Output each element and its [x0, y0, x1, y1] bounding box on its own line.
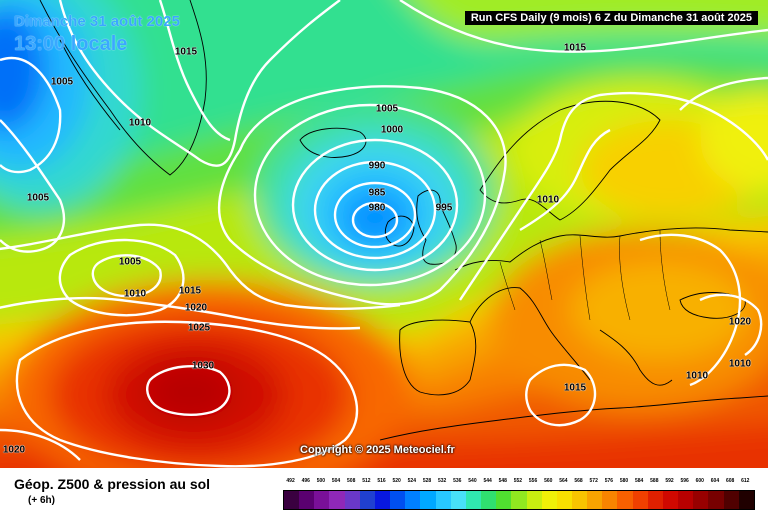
isobar-label: 1025: [187, 322, 211, 334]
legend-tick-label: 548: [498, 478, 507, 484]
run-info-label: Run CFS Daily (9 mois) 6 Z du Dimanche 3…: [464, 11, 758, 25]
isobar-label: 1020: [2, 444, 26, 456]
legend-tick-label: 568: [574, 478, 583, 484]
legend-color-swatch: [481, 491, 497, 509]
geopotential-map-svg: [0, 0, 768, 468]
legend-color-swatch: [617, 491, 633, 509]
legend-color-swatch: [374, 491, 391, 509]
legend-color-swatch: [541, 491, 557, 509]
isobar-label: 1010: [536, 194, 560, 206]
legend-color-swatch: [450, 491, 466, 509]
map-footer: Géop. Z500 & pression au sol (+ 6h) 492 4…: [0, 468, 768, 512]
legend-color-swatch: [359, 491, 375, 509]
legend-color-swatch: [299, 491, 315, 509]
legend-tick-label: 536: [453, 478, 462, 484]
legend-color-swatch: [465, 491, 482, 509]
legend-tick-label: 492: [286, 478, 295, 484]
legend-color-swatch: [602, 491, 618, 509]
isobar-label: 1005: [118, 256, 142, 268]
legend-tick-label: 516: [377, 478, 386, 484]
legend-color-swatch: [420, 491, 436, 509]
legend-labels: 492 496 500 504 508 512 516 520 524 528 532 536 540 5…: [283, 478, 753, 488]
map-date-title: Dimanche 31 août 2025: [14, 13, 180, 30]
legend-color-swatch: [496, 491, 512, 509]
legend-tick-label: 612: [741, 478, 750, 484]
legend-tick-label: 588: [650, 478, 659, 484]
isobar-label: 1010: [128, 117, 152, 129]
legend-color-swatch: [344, 491, 360, 509]
legend-color-swatch: [662, 491, 679, 509]
coastlines: [39, 0, 768, 441]
isobar-lines: [0, 0, 768, 466]
isobar-label: 1005: [26, 192, 50, 204]
legend-tick-label: 604: [710, 478, 720, 484]
legend-tick-label: 544: [483, 478, 492, 484]
isobar-label: 1020: [184, 302, 208, 314]
legend-tick-label: 608: [725, 478, 735, 484]
isobar-label: 1015: [563, 382, 587, 394]
isobar-label: 1010: [728, 358, 752, 370]
legend-tick-label: 592: [665, 478, 674, 484]
weather-map: Dimanche 31 août 2025 13:00 locale Run C…: [0, 0, 768, 468]
legend-tick-label: 504: [331, 478, 341, 484]
legend-color-swatch: [738, 491, 754, 509]
legend-tick-label: 596: [680, 478, 689, 484]
legend-tick-label: 508: [347, 478, 356, 484]
z500-color-field: [0, 0, 768, 468]
legend-color-swatch: [647, 491, 663, 509]
legend-tick-label: 528: [422, 478, 432, 484]
isobar-label: 1010: [123, 288, 147, 300]
copyright-text: Copyright © 2025 Meteociel.fr: [300, 444, 455, 456]
legend-tick-label: 556: [528, 478, 538, 484]
footer-title: Géop. Z500 & pression au sol: [14, 476, 211, 492]
legend-tick-label: 532: [437, 478, 447, 484]
legend-tick-label: 496: [301, 478, 310, 484]
isobar-label: 1015: [174, 46, 198, 58]
footer-subtitle: (+ 6h): [28, 495, 55, 506]
legend-color-swatch: [329, 491, 345, 509]
legend-tick-label: 500: [316, 478, 326, 484]
isobar-label: 1005: [375, 103, 399, 115]
isobar-label: 1000: [380, 124, 404, 136]
isobar-label: 1015: [178, 285, 202, 297]
isobar-label: 990: [368, 160, 386, 172]
legend-tick-label: 520: [392, 478, 401, 484]
legend-tick-label: 600: [695, 478, 704, 484]
legend-tick-label: 580: [619, 478, 629, 484]
isobar-label: 980: [368, 202, 386, 214]
legend-tick-label: 524: [407, 478, 416, 484]
legend-tick-label: 572: [589, 478, 598, 484]
legend-tick-label: 576: [604, 478, 614, 484]
legend-color-swatch: [390, 491, 406, 509]
legend-color-swatch: [314, 491, 330, 509]
legend-color-swatch: [571, 491, 588, 509]
legend-tick-label: 512: [362, 478, 371, 484]
legend-tick-label: 560: [544, 478, 553, 484]
isobar-label: 995: [435, 202, 453, 214]
isobar-label: 1030: [191, 360, 215, 372]
legend-color-swatch: [632, 491, 648, 509]
isobar-label: 1015: [563, 42, 587, 54]
map-time-title: 13:00 locale: [14, 33, 128, 55]
legend-tick-label: 552: [513, 478, 523, 484]
legend-color-swatch: [587, 491, 603, 509]
isobar-label: 1020: [728, 316, 752, 328]
legend-color-swatch: [708, 491, 724, 509]
legend-color-swatch: [723, 491, 739, 509]
isobar-label: 1010: [685, 370, 709, 382]
legend-color-swatch: [693, 491, 709, 509]
color-scale-legend: [283, 490, 755, 510]
isobar-label: 1005: [50, 76, 74, 88]
legend-color-swatch: [435, 491, 451, 509]
legend-color-swatch: [556, 491, 572, 509]
legend-tick-label: 584: [635, 478, 644, 484]
isobar-label: 985: [368, 187, 386, 199]
legend-tick-label: 540: [468, 478, 477, 484]
legend-color-swatch: [405, 491, 421, 509]
legend-color-swatch: [526, 491, 542, 509]
legend-color-swatch: [678, 491, 694, 509]
legend-color-swatch: [511, 491, 527, 509]
legend-tick-label: 564: [559, 478, 568, 484]
legend-color-swatch: [284, 491, 300, 509]
